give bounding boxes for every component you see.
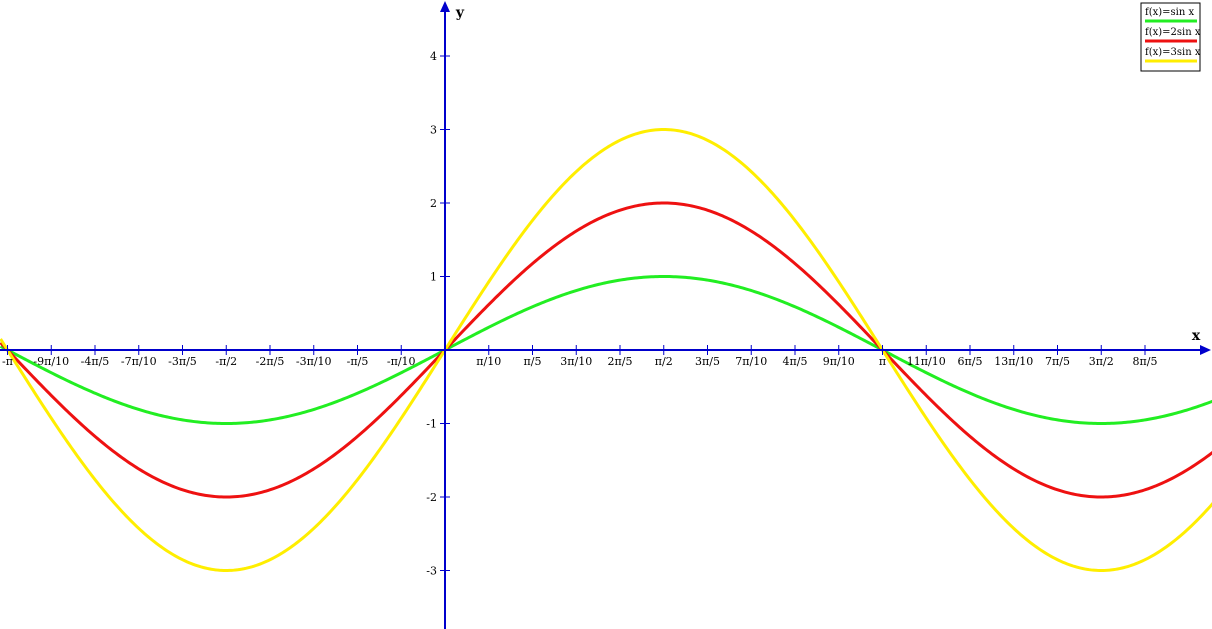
y-axis-arrow [440, 1, 450, 12]
x-tick-label: 4π/5 [783, 355, 808, 368]
x-axis-label: x [1192, 328, 1201, 344]
legend-label-2: f(x)=2sin x [1145, 27, 1201, 38]
y-tick-label: -2 [426, 491, 437, 504]
x-axis-arrow [1200, 345, 1211, 355]
x-tick-label: 9π/10 [823, 355, 855, 368]
x-tick-label: -π/10 [387, 355, 416, 368]
y-tick-label: 4 [430, 50, 437, 63]
y-axis-label: y [455, 5, 465, 21]
y-tick-label: -3 [426, 565, 437, 578]
x-tick-label: 2π/5 [608, 355, 633, 368]
legend: f(x)=sin x f(x)=2sin x f(x)=3sin x [1140, 2, 1201, 72]
y-tick-label: -1 [426, 418, 437, 431]
x-tick-label: -π [2, 355, 13, 368]
x-tick-label: -π/2 [215, 355, 237, 368]
x-tick-label: -2π/5 [256, 355, 285, 368]
x-tick-label: π/10 [476, 355, 501, 368]
x-tick-label: 7π/10 [735, 355, 767, 368]
x-tick-label: π/2 [655, 355, 673, 368]
series-line-2 [0, 201, 1212, 499]
x-tick-label: 11π/10 [907, 355, 946, 368]
series-line-3 [0, 127, 1212, 573]
x-tick-label: -π/5 [347, 355, 369, 368]
x-tick-label: -9π/10 [33, 355, 69, 368]
x-tick-label: -3π/10 [296, 355, 332, 368]
x-tick-label: 8π/5 [1133, 355, 1158, 368]
curves-layer [0, 127, 1212, 573]
x-tick-label: π/5 [524, 355, 542, 368]
x-tick-label: 13π/10 [994, 355, 1033, 368]
x-tick-label: 3π/2 [1089, 355, 1114, 368]
y-tick-label: 3 [430, 124, 437, 137]
x-tick-label: 3π/5 [695, 355, 720, 368]
y-tick-label: 1 [430, 271, 437, 284]
legend-label-1: f(x)=sin x [1145, 7, 1194, 18]
legend-label-3: f(x)=3sin x [1145, 47, 1201, 58]
x-tick-label: 6π/5 [958, 355, 983, 368]
x-tick-label: π [879, 355, 886, 368]
y-tick-label: 2 [430, 197, 437, 210]
x-tick-label: -4π/5 [81, 355, 110, 368]
x-tick-label: 3π/10 [560, 355, 592, 368]
x-tick-label: -3π/5 [168, 355, 197, 368]
x-tick-label: -7π/10 [121, 355, 157, 368]
series-line-1 [0, 274, 1212, 426]
x-tick-label: 7π/5 [1045, 355, 1070, 368]
